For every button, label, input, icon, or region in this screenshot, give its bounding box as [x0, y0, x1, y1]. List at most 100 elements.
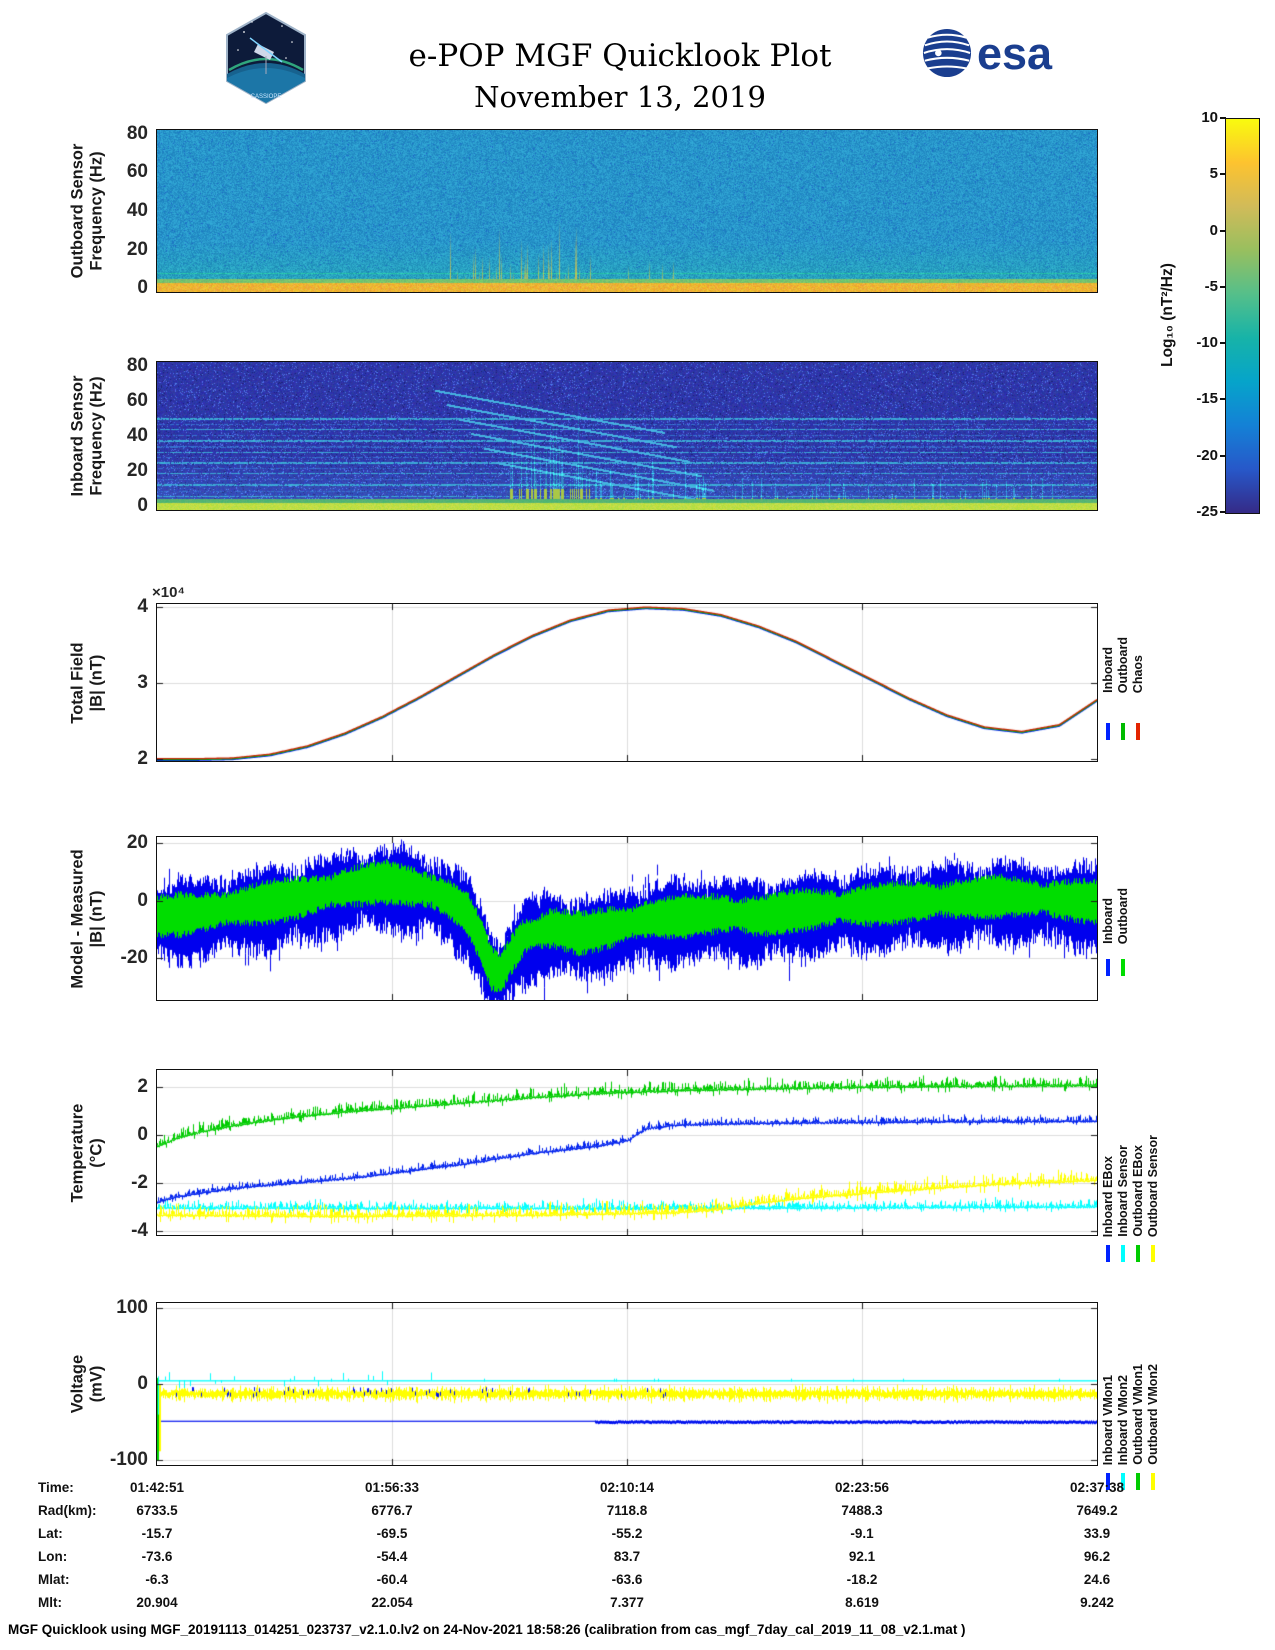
ephemeris-row-label: Rad(km): [38, 1503, 97, 1518]
colorbar-tick-mark [1220, 454, 1226, 457]
legend-label: Inboard Sensor [1116, 1145, 1130, 1237]
legend-item: Outboard [1116, 604, 1130, 740]
legend-label: Outboard EBox [1131, 1145, 1145, 1237]
legend-marker [1136, 723, 1140, 740]
y-tick-label: 60 [126, 389, 148, 411]
esa-logo: esa [922, 28, 1052, 78]
legend-marker [1121, 1473, 1125, 1490]
colorbar-label: Log₁₀ (nT²/Hz) [1159, 263, 1176, 367]
y-tick-label: 80 [126, 122, 148, 144]
y-tick-label: 80 [126, 354, 148, 376]
y-tick-label: 2 [137, 747, 148, 769]
y-tick-label: 2 [137, 1076, 148, 1098]
ephemeris-value: -63.6 [611, 1572, 643, 1587]
legend-label: Inboard [1101, 647, 1115, 693]
legend-label: Inboard VMon1 [1101, 1374, 1115, 1465]
legend-marker [1121, 1245, 1125, 1262]
ephemeris-value: 7118.8 [606, 1503, 648, 1518]
cassiope-mission-patch: CASSIOPE [222, 11, 310, 105]
inboard-spectrogram-canvas [157, 362, 1097, 510]
ephemeris-value: 22.054 [371, 1595, 413, 1610]
legend-marker [1151, 1473, 1155, 1490]
legend-label: Chaos [1131, 654, 1145, 693]
legend-item: Outboard EBox [1131, 1070, 1145, 1262]
ephemeris-value: 02:10:14 [599, 1480, 655, 1495]
legend-label: Outboard Sensor [1146, 1134, 1160, 1237]
colorbar-tick-label: -25 [1196, 503, 1218, 520]
colorbar-tick-label: 5 [1209, 165, 1218, 183]
colorbar-tick-label: 0 [1209, 221, 1218, 239]
y-tick-label: 60 [126, 161, 148, 183]
colorbar-gradient [1225, 118, 1260, 514]
ephemeris-value: 02:37:38 [1069, 1480, 1125, 1495]
legend-item: Outboard [1116, 837, 1130, 976]
legend-marker [1106, 1245, 1110, 1262]
y-tick-label: 100 [116, 1296, 148, 1318]
legend-label: Outboard VMon2 [1146, 1364, 1160, 1465]
ephemeris-value: 02:23:56 [834, 1480, 890, 1495]
page-subtitle: November 13, 2019 [474, 80, 766, 114]
legend-temperature: Inboard EBox Inboard Sensor Outboard EBox O… [1101, 1070, 1160, 1262]
ephemeris-value: 7488.3 [841, 1503, 883, 1518]
colorbar-tick-label: 10 [1201, 109, 1218, 126]
y-tick-label: 3 [137, 671, 148, 693]
legend-marker [1121, 959, 1125, 976]
colorbar-tick-mark [1220, 398, 1226, 401]
legend-marker [1106, 959, 1110, 976]
colorbar-tick-mark [1220, 511, 1226, 513]
y-tick-label: -100 [109, 1449, 148, 1471]
legend-item: Inboard [1101, 837, 1115, 976]
legend-voltage: Inboard VMon1 Inboard VMon2 Outboard VMon1… [1101, 1303, 1160, 1490]
legend-marker [1151, 1245, 1155, 1262]
ephemeris-value: 20.904 [136, 1595, 178, 1610]
legend-label: Outboard [1116, 887, 1130, 944]
colorbar-tick-label: -15 [1196, 390, 1218, 408]
ephemeris-value: -6.3 [145, 1572, 169, 1587]
y-tick-label: 0 [137, 277, 148, 299]
legend-label: Inboard EBox [1101, 1155, 1115, 1237]
y-tick-label: 0 [137, 1124, 148, 1146]
y-tick-label: 20 [126, 460, 148, 482]
esa-globe-icon [922, 28, 972, 78]
legend-total-field: Inboard Outboard Chaos [1101, 604, 1145, 740]
colorbar-tick-mark [1220, 229, 1226, 232]
legend-item: Inboard VMon1 [1101, 1303, 1115, 1490]
legend-label: Inboard [1101, 898, 1115, 944]
outboard-spectrogram-canvas [157, 130, 1097, 292]
ephemeris-value: 01:56:33 [364, 1480, 420, 1495]
y-tick-label: 4 [137, 596, 148, 618]
patch-text: CASSIOPE [251, 94, 282, 100]
voltage-canvas [157, 1303, 1097, 1465]
legend-label: Inboard VMon2 [1116, 1374, 1130, 1465]
ephemeris-value: 6733.5 [136, 1503, 178, 1518]
colorbar-tick-mark [1220, 285, 1226, 288]
y-axis-exponent: ×10⁴ [152, 584, 185, 601]
ephemeris-row-label: Lon: [38, 1549, 68, 1564]
legend-label: Outboard VMon1 [1131, 1364, 1145, 1465]
ephemeris-value: 8.619 [845, 1595, 879, 1610]
colorbar-tick-mark [1220, 117, 1226, 119]
legend-marker [1106, 1473, 1110, 1490]
temperature-canvas [157, 1070, 1097, 1235]
legend-marker [1121, 723, 1125, 740]
y-tick-label: -20 [120, 947, 148, 969]
colorbar-tick-mark [1220, 342, 1226, 345]
ephemeris-row-label: Mlat: [38, 1572, 70, 1587]
colorbar-tick-mark [1220, 173, 1226, 176]
cassiope-patch-icon: CASSIOPE [226, 11, 306, 105]
colorbar-tick-label: -20 [1196, 446, 1218, 464]
ephemeris-value: 7.377 [610, 1595, 644, 1610]
esa-wordmark: esa [977, 27, 1053, 79]
ephemeris-value: -54.4 [376, 1549, 408, 1564]
ephemeris-value: 01:42:51 [129, 1480, 185, 1495]
legend-item: Inboard [1101, 604, 1115, 740]
legend-item: Chaos [1131, 604, 1145, 740]
legend-item: Outboard Sensor [1146, 1070, 1160, 1262]
page-title: e-POP MGF Quicklook Plot [408, 38, 832, 74]
ephemeris-value: 33.9 [1083, 1526, 1111, 1541]
ephemeris-value: 96.2 [1083, 1549, 1111, 1564]
y-tick-label: 40 [126, 200, 148, 221]
y-tick-label: 20 [126, 832, 148, 854]
legend-marker [1106, 723, 1110, 740]
